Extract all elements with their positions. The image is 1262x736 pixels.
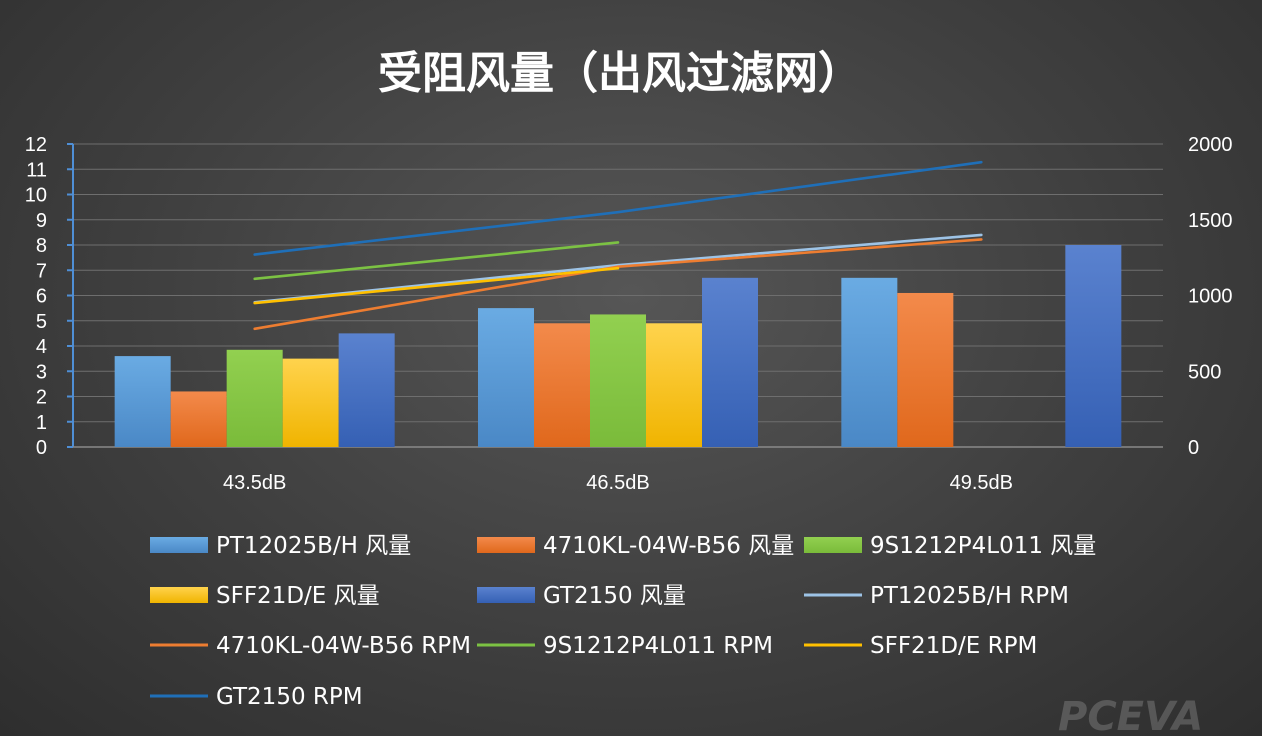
- legend-label: GT2150 风量: [543, 583, 686, 609]
- y-axis-left-tick-label: 6: [36, 286, 47, 308]
- bar-5-1: [338, 333, 395, 447]
- bar-group: [114, 245, 1122, 447]
- y-axis-left-tick-label: 5: [36, 311, 47, 333]
- bar-4-2: [646, 323, 702, 447]
- line-series-5: [253, 160, 983, 256]
- legend: PT12025B/H 风量 4710KL-04W-B56 风量 9S1212P4L0…: [150, 533, 1096, 710]
- legend-swatch-bar: [477, 587, 535, 603]
- line-series-3: [253, 241, 620, 281]
- legend-label: 4710KL-04W-B56 RPM: [216, 633, 471, 659]
- legend-label: SFF21D/E 风量: [216, 583, 380, 609]
- legend-item: 4710KL-04W-B56 风量: [477, 533, 794, 559]
- x-axis-category-label: 46.5dB: [586, 472, 649, 494]
- y-axis-right-tick-label: 0: [1188, 437, 1199, 459]
- line-series-1: [253, 233, 983, 304]
- y-axis-right-ticks: 0 500 1000 1500 2000: [1188, 134, 1233, 459]
- y-axis-left-tick-label: 4: [36, 336, 47, 358]
- y-axis-left-tick-label: 7: [36, 260, 47, 282]
- y-axis-left-tick-label: 12: [25, 134, 47, 156]
- y-axis-left-tick-label: 8: [36, 235, 47, 257]
- bar-5-2: [702, 277, 758, 447]
- y-axis-left-tick-label: 11: [26, 159, 47, 181]
- bar-4-1: [282, 358, 339, 447]
- legend-swatch-bar: [150, 537, 208, 553]
- legend-item: 9S1212P4L011 风量: [804, 533, 1096, 559]
- legend-item: SFF21D/E RPM: [804, 633, 1037, 659]
- line-group: [253, 160, 983, 331]
- legend-item: PT12025B/H 风量: [150, 533, 411, 559]
- x-axis-categories: 43.5dB 46.5dB 49.5dB: [223, 472, 1013, 494]
- legend-label: GT2150 RPM: [216, 684, 363, 710]
- bar-1-1: [114, 356, 171, 447]
- x-axis-category-label: 43.5dB: [223, 472, 286, 494]
- line-series-4: [253, 266, 620, 305]
- y-axis-left-tick-label: 9: [36, 210, 47, 232]
- legend-swatch-bar: [150, 587, 208, 603]
- legend-label: PT12025B/H 风量: [216, 533, 411, 559]
- legend-swatch-bar: [477, 537, 535, 553]
- bar-1-3: [841, 277, 898, 447]
- bar-3-2: [590, 314, 646, 447]
- legend-item: PT12025B/H RPM: [804, 583, 1069, 609]
- y-axis-left-tick-label: 2: [36, 387, 47, 409]
- legend-label: SFF21D/E RPM: [870, 633, 1037, 659]
- bar-1-2: [478, 308, 534, 447]
- y-axis-left-tick-label: 1: [36, 412, 47, 434]
- y-axis-right-tick-label: 2000: [1188, 134, 1233, 156]
- legend-item: 9S1212P4L011 RPM: [477, 633, 773, 659]
- line-series-2: [253, 238, 983, 331]
- bar-3-1: [226, 349, 283, 447]
- legend-item: GT2150 风量: [477, 583, 686, 609]
- legend-label: PT12025B/H RPM: [870, 583, 1069, 609]
- bar-2-2: [534, 323, 590, 447]
- legend-swatch-bar: [804, 537, 862, 553]
- y-axis-right-tick-label: 500: [1188, 361, 1221, 383]
- legend-label: 9S1212P4L011 RPM: [543, 633, 773, 659]
- legend-item: SFF21D/E 风量: [150, 583, 380, 609]
- y-axis-left-tick-label: 10: [25, 185, 47, 207]
- bar-2-3: [897, 292, 954, 447]
- bar-5-3: [1065, 245, 1122, 447]
- legend-label: 4710KL-04W-B56 风量: [543, 533, 794, 559]
- y-axis-left-tick-label: 0: [36, 437, 47, 459]
- chart-title: 受阻风量（出风过滤网）: [378, 48, 862, 99]
- legend-item: GT2150 RPM: [150, 684, 363, 710]
- x-axis-category-label: 49.5dB: [950, 472, 1013, 494]
- legend-label: 9S1212P4L011 风量: [870, 533, 1096, 559]
- bar-2-1: [170, 391, 227, 447]
- watermark-logo: PCEVA: [1058, 694, 1203, 736]
- legend-item: 4710KL-04W-B56 RPM: [150, 633, 471, 659]
- y-axis-right-tick-label: 1000: [1188, 286, 1233, 308]
- y-axis-left-tick-label: 3: [36, 361, 47, 383]
- y-axis-right-tick-label: 1500: [1188, 210, 1233, 232]
